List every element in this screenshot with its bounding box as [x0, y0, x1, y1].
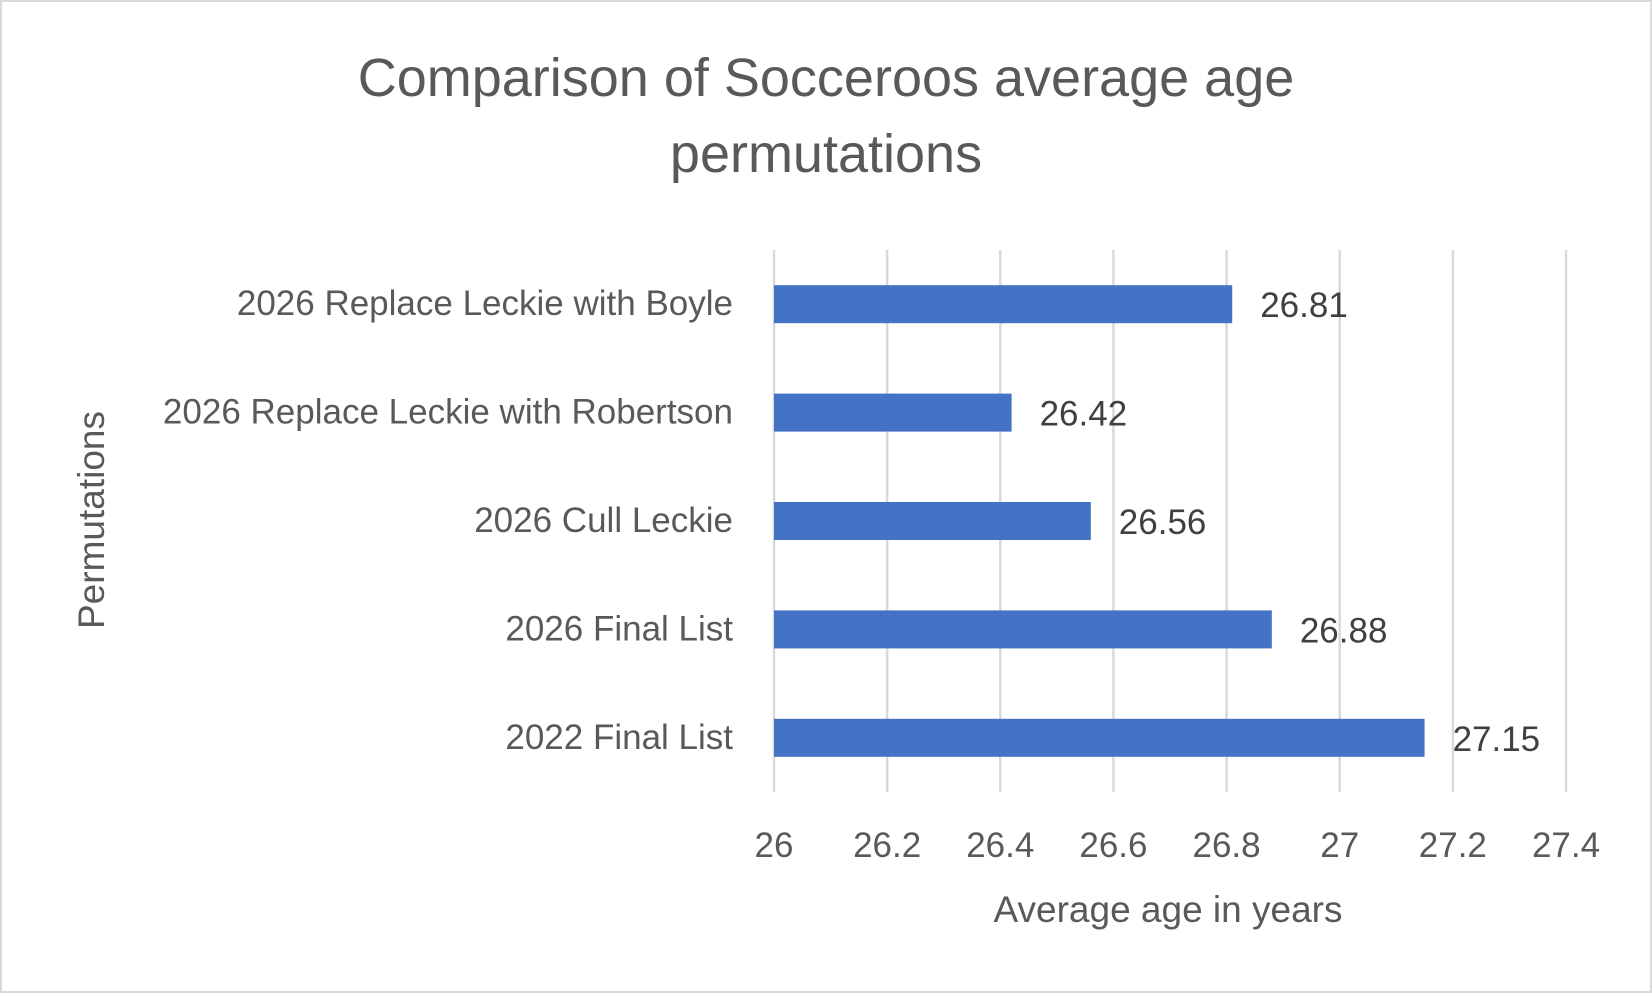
x-tick-label: 26.6 [1079, 826, 1147, 865]
data-label: 26.56 [1119, 503, 1207, 542]
category-label: 2026 Replace Leckie with Robertson [163, 393, 733, 432]
category-label: 2026 Final List [505, 609, 733, 648]
data-label: 27.15 [1453, 720, 1541, 759]
data-labels: 26.81 26.42 26.56 26.88 27.15 [1040, 286, 1541, 759]
category-label: 2026 Cull Leckie [474, 501, 733, 540]
x-tick-label: 26.2 [853, 826, 921, 865]
bar [774, 718, 1425, 757]
category-labels: 2026 Replace Leckie with Boyle 2026 Repla… [163, 284, 733, 757]
bar [774, 502, 1091, 540]
bar [774, 610, 1272, 649]
x-tick-label: 26.4 [966, 826, 1034, 865]
category-label: 2026 Replace Leckie with Boyle [237, 284, 733, 323]
x-tick-label: 27.2 [1419, 826, 1487, 865]
x-axis-title: Average age in years [994, 889, 1343, 930]
y-axis-title: Permutations [71, 411, 112, 629]
x-tick-label: 27 [1320, 826, 1359, 865]
data-label: 26.81 [1260, 286, 1348, 325]
data-label: 26.88 [1300, 611, 1388, 650]
x-tick-label: 26.8 [1193, 826, 1261, 865]
x-tick-label: 26 [755, 826, 794, 865]
bar [774, 285, 1233, 324]
bar [774, 393, 1012, 432]
x-tick-labels: 26 26.2 26.4 26.6 26.8 27 27.2 27.4 [755, 826, 1601, 865]
chart-title-line-1: Comparison of Socceroos average age [358, 48, 1295, 108]
data-label: 26.42 [1040, 395, 1128, 434]
x-tick-label: 27.4 [1532, 826, 1600, 865]
bars [774, 285, 1425, 757]
category-label: 2022 Final List [505, 718, 733, 757]
chart-title-line-2: permutations [670, 124, 982, 184]
